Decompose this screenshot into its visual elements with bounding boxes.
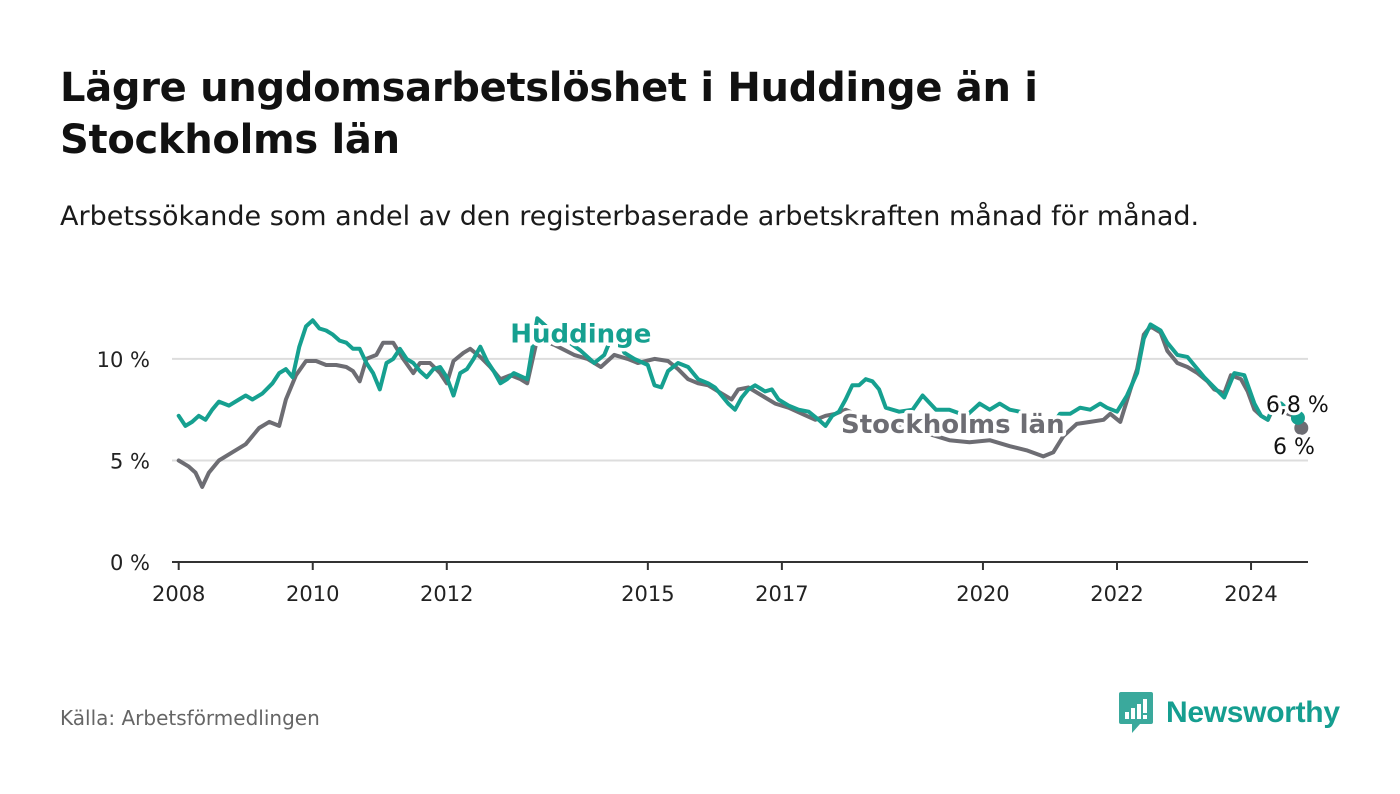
huddinge-series-line bbox=[176, 316, 1300, 430]
x-tick-label: 2008 bbox=[152, 582, 205, 606]
x-tick-label: 2010 bbox=[286, 582, 339, 606]
y-tick-label: 5 % bbox=[110, 449, 150, 473]
x-tick-label: 2022 bbox=[1090, 582, 1143, 606]
line-chart: Huddinge Stockholms län 6,8 % 6 % 0 % 5 % 10 … bbox=[97, 316, 1332, 606]
x-tick-label: 2017 bbox=[755, 582, 808, 606]
x-tick-label: 2024 bbox=[1224, 582, 1277, 606]
chart-title: Lägre ungdomsarbetslöshet i Huddinge än … bbox=[60, 65, 1038, 163]
huddinge-end-label: 6 % bbox=[1273, 435, 1315, 460]
stockholm-series-line bbox=[176, 324, 1304, 489]
source-note: Källa: Arbetsförmedlingen bbox=[60, 706, 320, 730]
huddinge-end-point bbox=[1290, 410, 1305, 425]
x-tick-label: 2015 bbox=[621, 582, 674, 606]
y-tick-label: 0 % bbox=[110, 551, 150, 575]
y-tick-label: 10 % bbox=[97, 348, 150, 372]
x-tick-label: 2012 bbox=[420, 582, 473, 606]
stockholm-end-label: 6,8 % bbox=[1266, 393, 1329, 418]
x-tick-label: 2020 bbox=[956, 582, 1009, 606]
chart-subtitle: Arbetssökande som andel av den registerb… bbox=[60, 201, 1200, 232]
brand-name: Newsworthy bbox=[1166, 696, 1340, 729]
huddinge-series-label: Huddinge bbox=[510, 320, 651, 350]
brand-logo[interactable]: Newsworthy bbox=[1118, 690, 1340, 736]
newsworthy-logo-icon bbox=[1119, 692, 1153, 733]
stockholm-series-label: Stockholms län bbox=[841, 410, 1065, 440]
